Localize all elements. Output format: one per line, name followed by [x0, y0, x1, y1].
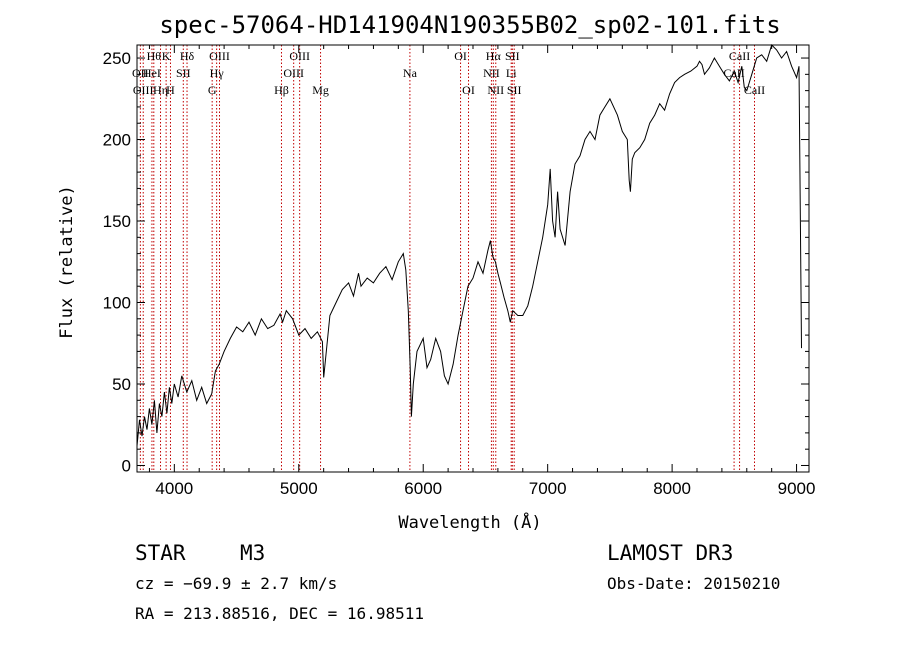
object-subclass: M3 [240, 541, 265, 565]
redshift-readout: cz = −69.9 ± 2.7 km/s [135, 574, 337, 593]
y-tick-label-2: 100 [103, 294, 131, 313]
marker-label-13: OIII [283, 66, 304, 80]
flux-series-line [136, 44, 802, 446]
marker-label-9: G [208, 83, 217, 97]
marker-label-1: OIII [133, 83, 154, 97]
marker-label-20: Hα [486, 49, 502, 63]
marker-label-12: Hβ [274, 83, 289, 97]
marker-label-8: Hδ [180, 49, 195, 63]
marker-label-4: Hη [153, 83, 168, 97]
y-axis-label: Flux (relative) [57, 185, 77, 339]
marker-label-15: Mg [312, 83, 329, 97]
marker-label-6: H [166, 83, 175, 97]
marker-label-18: OI [462, 83, 475, 97]
spectral-line-markers [139, 45, 755, 472]
marker-label-24: SII [507, 83, 522, 97]
x-axis-label: Wavelength (Å) [398, 511, 541, 533]
y-tick-label-0: 0 [122, 456, 131, 475]
marker-label-5: K [162, 49, 171, 63]
marker-label-26: CaII [729, 49, 750, 63]
marker-label-3: Hθ [147, 49, 162, 63]
y-tick-label-1: 50 [112, 375, 131, 394]
marker-label-11: OIII [209, 49, 230, 63]
marker-label-17: OI [454, 49, 467, 63]
marker-label-21: NII [487, 83, 504, 97]
marker-label-27: CaII [744, 83, 765, 97]
x-tick-label-5: 9000 [778, 479, 816, 498]
y-axis-ticks: 0 50 100 150 200 250 [103, 49, 809, 475]
marker-label-14: OIII [289, 49, 310, 63]
observation-date: Obs-Date: 20150210 [607, 574, 780, 593]
x-tick-label-1: 5000 [280, 479, 318, 498]
marker-label-0: OII [132, 66, 149, 80]
coordinates-readout: RA = 213.88516, DEC = 16.98511 [135, 604, 424, 623]
survey-name: LAMOST DR3 [607, 541, 733, 565]
y-tick-label-5: 250 [103, 49, 131, 68]
x-tick-label-3: 7000 [529, 479, 567, 498]
y-tick-label-4: 200 [103, 131, 131, 150]
x-tick-label-0: 4000 [155, 479, 193, 498]
spectral-line-labels: OIIOIIIHeIHθHηKHSIIHδGHγOIIIHβOIIIOIIIMg… [132, 49, 765, 97]
marker-label-22: Li [506, 66, 517, 80]
marker-label-2: HeI [143, 66, 161, 80]
marker-label-16: Na [403, 66, 418, 80]
chart-title: spec-57064-HD141904N190355B02_sp02-101.f… [159, 11, 780, 39]
x-tick-label-4: 8000 [653, 479, 691, 498]
object-class: STAR [135, 541, 186, 565]
y-tick-label-3: 150 [103, 212, 131, 231]
marker-label-10: Hγ [210, 66, 225, 80]
x-axis-ticks: 4000 5000 6000 7000 8000 9000 [148, 45, 816, 498]
plot-frame [136, 44, 810, 473]
marker-label-23: SII [505, 49, 520, 63]
marker-label-7: SII [176, 66, 191, 80]
x-tick-label-2: 6000 [404, 479, 442, 498]
marker-label-19: NII [483, 66, 500, 80]
